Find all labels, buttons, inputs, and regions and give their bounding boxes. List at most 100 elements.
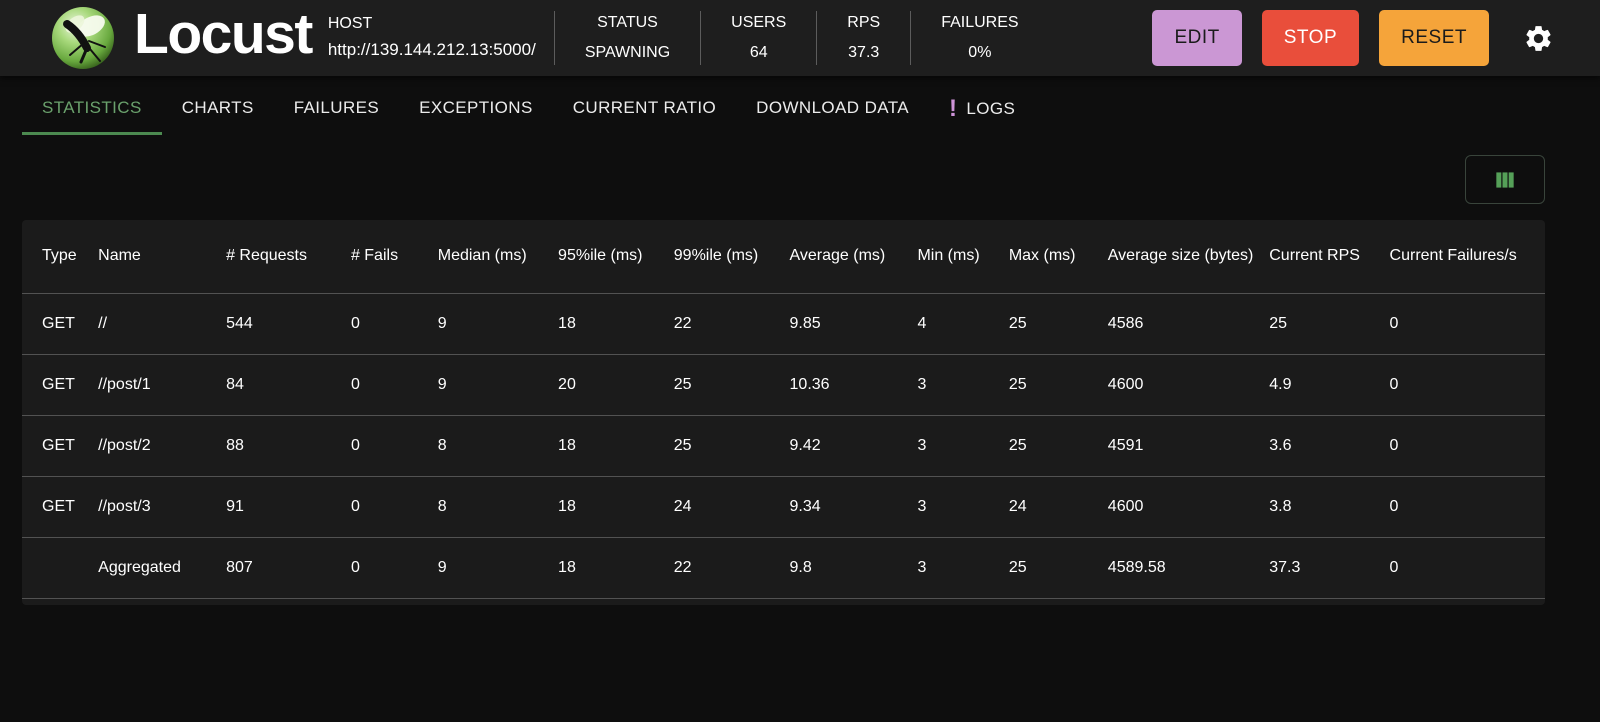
cell-average-ms: 10.36 (789, 354, 918, 416)
cell-average-ms: 9.85 (789, 293, 918, 355)
cell-name: Aggregated (98, 537, 227, 599)
tab-download-data[interactable]: DOWNLOAD DATA (736, 92, 929, 135)
stop-button[interactable]: STOP (1261, 10, 1360, 66)
cell-requests: 544 (226, 293, 351, 355)
column-header-current-rps: Current RPS (1269, 220, 1390, 294)
settings-button[interactable] (1523, 23, 1554, 54)
main-content: Type Name # Requests # Fails Median (ms) 95%i… (0, 155, 1600, 605)
cell-average-ms: 9.34 (789, 476, 918, 538)
tab-charts-label: CHARTS (181, 98, 254, 117)
cell-current-rps: 25 (1269, 293, 1390, 355)
stat-divider (700, 11, 702, 65)
statistics-table-card: Type Name # Requests # Fails Median (ms) 95%i… (22, 220, 1545, 605)
tab-charts[interactable]: CHARTS (162, 92, 274, 135)
logs-alert-icon: ! (949, 95, 958, 122)
cell-99-ile-ms: 22 (673, 293, 790, 355)
tab-failures[interactable]: FAILURES (274, 92, 399, 135)
host-info: HOST http://139.144.212.13:5000/ (328, 12, 536, 63)
stat-rps-label: RPS (847, 14, 881, 32)
cell-max-ms: 25 (1008, 293, 1108, 355)
cell-current-rps: 37.3 (1269, 537, 1390, 599)
cell-name: //post/1 (98, 354, 227, 416)
locust-logo-icon (52, 7, 114, 69)
cell-99-ile-ms: 22 (673, 537, 790, 599)
cell-median-ms: 8 (437, 415, 559, 477)
cell-fails: 0 (350, 537, 438, 599)
column-header-99-ile-ms: 99%ile (ms) (673, 220, 790, 294)
column-selector-button[interactable] (1465, 155, 1545, 204)
cell-95-ile-ms: 18 (558, 415, 674, 477)
cell-type (22, 537, 99, 599)
column-header-95-ile-ms: 95%ile (ms) (558, 220, 674, 294)
stat-status: STATUS SPAWNING (555, 8, 700, 67)
stat-divider (816, 11, 818, 65)
reset-button[interactable]: RESET (1379, 10, 1489, 66)
cell-max-ms: 25 (1008, 415, 1108, 477)
header-actions: EDIT STOP RESET (1152, 10, 1489, 66)
cell-average-size-bytes: 4586 (1107, 293, 1270, 355)
cell-name: //post/2 (98, 415, 227, 477)
cell-99-ile-ms: 24 (673, 476, 790, 538)
edit-button[interactable]: EDIT (1152, 10, 1242, 66)
cell-average-size-bytes: 4600 (1107, 476, 1270, 538)
cell-median-ms: 9 (437, 354, 559, 416)
cell-max-ms: 25 (1008, 537, 1108, 599)
column-header-max-ms: Max (ms) (1008, 220, 1108, 294)
table-row-aggregated: Aggregated 807 0 9 18 22 9.8 3 25 4589.58 37.3 0 (22, 537, 1545, 599)
column-header-requests: # Requests (226, 220, 351, 294)
cell-median-ms: 8 (437, 476, 559, 538)
tab-exceptions[interactable]: EXCEPTIONS (399, 92, 553, 135)
app-title: Locust (134, 2, 313, 66)
cell-fails: 0 (350, 354, 438, 416)
cell-requests: 88 (226, 415, 351, 477)
cell-current-rps: 3.8 (1269, 476, 1390, 538)
header-stats: STATUS SPAWNING USERS 64 RPS 37.3 FAILURES 0% (553, 0, 1049, 76)
cell-current-failures-s: 0 (1389, 415, 1545, 477)
column-header-average-size-bytes: Average size (bytes) (1107, 220, 1270, 294)
stat-rps-value: 37.3 (848, 44, 880, 61)
stat-divider (910, 11, 912, 65)
tab-statistics[interactable]: STATISTICS (22, 92, 162, 135)
cell-average-ms: 9.42 (789, 415, 918, 477)
cell-min-ms: 3 (917, 354, 1009, 416)
tab-logs[interactable]: ! LOGS (929, 92, 1035, 137)
tab-exceptions-label: EXCEPTIONS (419, 98, 533, 117)
cell-99-ile-ms: 25 (673, 354, 790, 416)
stat-failures: FAILURES 0% (911, 8, 1048, 67)
app-header: Locust HOST http://139.144.212.13:5000/ … (0, 0, 1600, 76)
table-body: GET//544 0 9 18 22 9.85 4 25 4586 25 0 GET//post/1 8… (22, 293, 1545, 599)
cell-type: GET (22, 415, 99, 477)
cell-name: // (98, 293, 227, 355)
cell-current-failures-s: 0 (1389, 476, 1545, 538)
stat-users-value: 64 (749, 44, 768, 61)
tab-current-ratio[interactable]: CURRENT RATIO (553, 92, 736, 135)
cell-fails: 0 (350, 415, 438, 477)
cell-99-ile-ms: 25 (673, 415, 790, 477)
cell-95-ile-ms: 18 (558, 476, 674, 538)
column-header-min-ms: Min (ms) (917, 220, 1009, 294)
column-header-name: Name (98, 220, 227, 294)
cell-min-ms: 3 (917, 476, 1009, 538)
column-header-current-failures-s: Current Failures/s (1389, 220, 1545, 294)
cell-type: GET (22, 293, 99, 355)
tab-logs-label: LOGS (966, 98, 1016, 118)
table-header-row: Type Name # Requests # Fails Median (ms) 95%i… (22, 220, 1545, 294)
stat-status-value: SPAWNING (584, 44, 671, 61)
view-columns-icon (1496, 171, 1514, 188)
cell-min-ms: 3 (917, 537, 1009, 599)
locust-logo (50, 5, 116, 71)
cell-fails: 0 (350, 476, 438, 538)
cell-min-ms: 3 (917, 415, 1009, 477)
cell-95-ile-ms: 18 (558, 537, 674, 599)
cell-current-failures-s: 0 (1389, 293, 1545, 355)
tab-statistics-label: STATISTICS (42, 98, 142, 117)
table-row: GET//544 0 9 18 22 9.85 4 25 4586 25 0 (22, 293, 1545, 355)
table-header: Type Name # Requests # Fails Median (ms) 95%i… (22, 220, 1545, 294)
stat-rps: RPS 37.3 (817, 8, 910, 67)
tab-failures-label: FAILURES (293, 98, 380, 117)
stat-users: USERS 64 (701, 8, 816, 67)
stat-failures-label: FAILURES (941, 14, 1019, 32)
cell-requests: 807 (226, 537, 351, 599)
stat-status-label: STATUS (597, 14, 658, 32)
cell-max-ms: 24 (1008, 476, 1108, 538)
